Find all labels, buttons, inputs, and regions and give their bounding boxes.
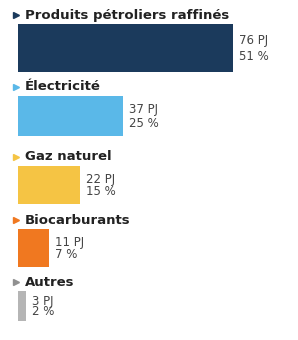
Bar bbox=[18, 291, 27, 321]
Bar bbox=[18, 166, 80, 204]
Bar bbox=[18, 229, 49, 267]
Text: 7 %: 7 % bbox=[55, 248, 77, 261]
Text: 37 PJ: 37 PJ bbox=[129, 103, 158, 117]
Text: 15 %: 15 % bbox=[86, 185, 116, 198]
Text: 2 %: 2 % bbox=[32, 305, 55, 318]
Text: 11 PJ: 11 PJ bbox=[55, 236, 84, 249]
Bar bbox=[18, 96, 123, 136]
Text: Gaz naturel: Gaz naturel bbox=[25, 151, 112, 164]
Text: 3 PJ: 3 PJ bbox=[32, 295, 54, 308]
Text: 51 %: 51 % bbox=[239, 50, 269, 63]
Text: 76 PJ: 76 PJ bbox=[239, 34, 268, 47]
Bar bbox=[18, 24, 233, 72]
Text: Biocarburants: Biocarburants bbox=[25, 214, 131, 226]
Text: 22 PJ: 22 PJ bbox=[86, 173, 115, 186]
Text: Électricité: Électricité bbox=[25, 81, 101, 94]
Text: 25 %: 25 % bbox=[129, 117, 159, 130]
Text: Produits pétroliers raffinés: Produits pétroliers raffinés bbox=[25, 8, 229, 21]
Text: Autres: Autres bbox=[25, 275, 74, 289]
